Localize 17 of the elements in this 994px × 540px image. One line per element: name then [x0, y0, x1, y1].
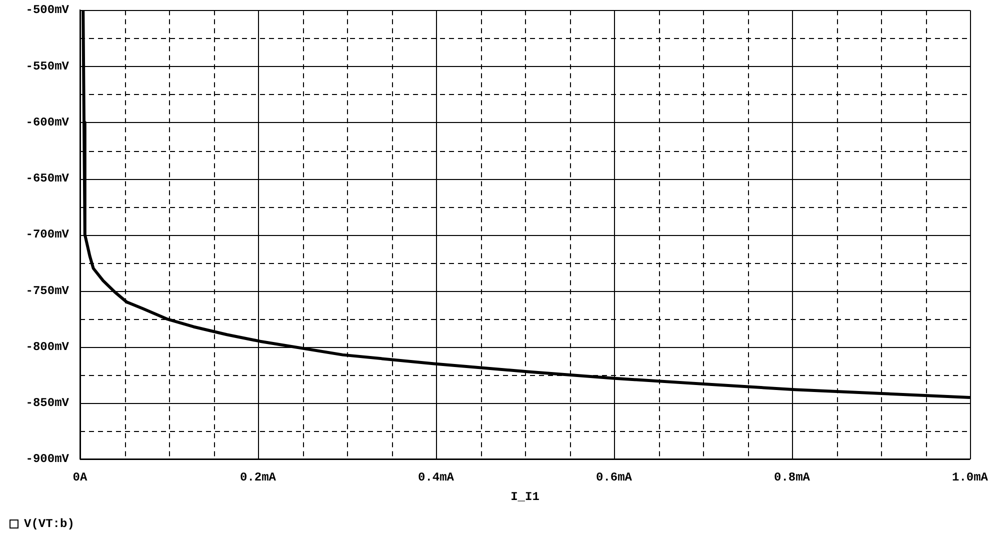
- y-tick-label: -800mV: [26, 340, 70, 354]
- x-tick-label: 0.6mA: [596, 470, 633, 484]
- y-tick-label: -550mV: [26, 59, 70, 74]
- y-tick-label: -600mV: [26, 115, 70, 130]
- y-tick-label: -750mV: [26, 284, 70, 298]
- x-tick-label: 1.0mA: [952, 470, 989, 484]
- y-tick-label: -500mV: [26, 3, 70, 18]
- x-tick-label: 0A: [72, 470, 88, 484]
- x-axis-title: I_I1: [510, 490, 540, 504]
- y-tick-label: -900mV: [26, 452, 70, 466]
- x-tick-label: 0.4mA: [418, 470, 455, 484]
- x-tick-label: 0.8mA: [774, 470, 811, 484]
- y-tick-label: -850mV: [26, 396, 70, 410]
- legend-label: V(VT:b): [24, 517, 74, 532]
- y-tick-label: -650mV: [26, 172, 70, 186]
- x-tick-label: 0.2mA: [240, 470, 277, 484]
- y-tick-label: -700mV: [26, 228, 70, 242]
